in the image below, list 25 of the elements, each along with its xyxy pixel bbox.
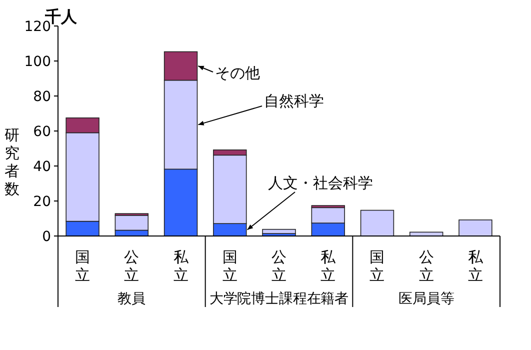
x-tick-label: 公立 (272, 248, 286, 284)
x-tick-label: 国立 (222, 248, 238, 284)
text: 大学院博士課程在籍者 (209, 291, 349, 307)
bar (360, 210, 394, 236)
x-tick-label: 公立 (124, 248, 140, 284)
y-tick-label: 20 (33, 194, 51, 210)
x-tick-label: 私立 (468, 248, 484, 284)
x-tick-label: 公立 (418, 248, 434, 284)
text: 教員 (118, 291, 146, 307)
y-axis-title: 研究者数 (4, 126, 20, 198)
text: 人文・社会科学 (268, 174, 373, 192)
x-tick-label: 国立 (370, 248, 385, 284)
x-tick-label: 国立 (75, 248, 90, 284)
y-tick-label: 60 (33, 124, 51, 140)
series-label: その他 (215, 64, 260, 82)
bar (458, 220, 492, 236)
y-tick-label: 80 (33, 89, 51, 105)
x-tick-label: 私立 (173, 248, 190, 284)
text: 自然科学 (264, 92, 324, 110)
y-tick-label: 100 (24, 54, 51, 70)
y-tick-label: 40 (33, 159, 51, 175)
bar (262, 228, 296, 234)
text: 医局員等 (398, 291, 454, 307)
x-tick-label: 私立 (320, 248, 337, 284)
y-tick-label: 0 (42, 229, 51, 245)
